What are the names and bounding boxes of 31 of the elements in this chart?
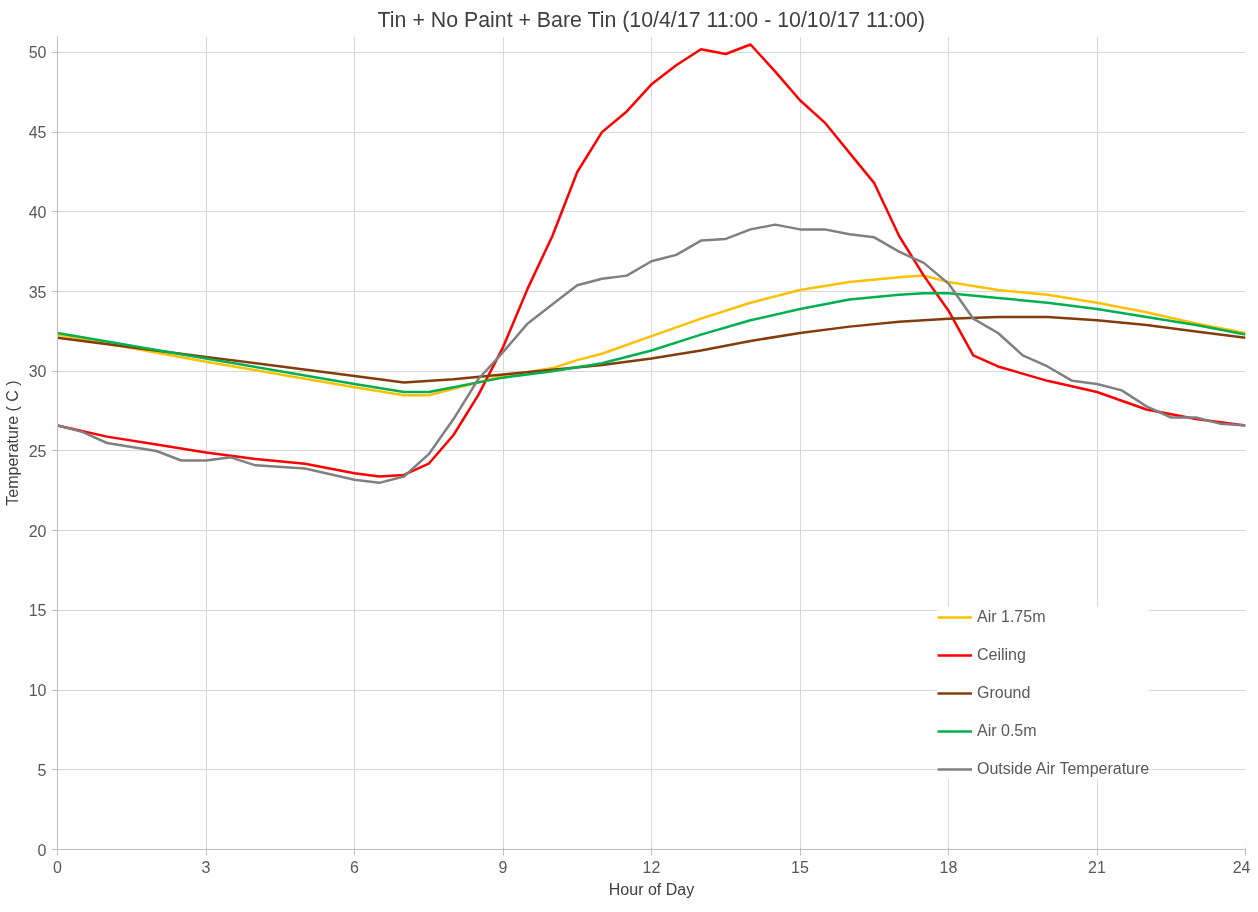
x-tick-label: 3: [201, 858, 211, 876]
x-axis-title: Hour of Day: [608, 880, 695, 898]
y-tick-label: 15: [28, 602, 47, 620]
y-axis-title: Temperature ( C ): [3, 380, 21, 506]
chart-title: Tin + No Paint + Bare Tin (10/4/17 11:00 - 10/10/17 11:00): [377, 7, 926, 32]
y-tick-label: 5: [37, 761, 47, 779]
y-tick-label: 50: [28, 44, 47, 62]
legend-label: Air 1.75m: [977, 608, 1046, 626]
x-tick-label: 9: [498, 858, 508, 876]
y-tick-label: 40: [28, 203, 47, 221]
y-tick-label: 0: [37, 841, 47, 859]
x-tick-label: 18: [939, 858, 958, 876]
line-series: [57, 291, 1246, 394]
x-tick-label: 24: [1232, 858, 1251, 876]
legend-label: Ceiling: [977, 646, 1026, 664]
y-tick-label: 35: [28, 283, 47, 301]
legend-label: Air 0.5m: [977, 722, 1037, 740]
x-tick-label: 15: [791, 858, 809, 876]
y-tick-label: 10: [28, 682, 47, 700]
line-series: [57, 223, 1246, 485]
y-tick-label: 45: [28, 124, 47, 142]
line-series: [57, 315, 1246, 384]
x-tick-label: 12: [642, 858, 661, 876]
x-tick-label: 6: [350, 858, 360, 876]
x-tick-label: 0: [53, 858, 63, 876]
x-tick-label: 21: [1088, 858, 1106, 876]
legend-label: Outside Air Temperature: [977, 760, 1150, 778]
y-tick-label: 25: [28, 442, 47, 460]
legend-label: Ground: [977, 684, 1031, 702]
y-tick-label: 30: [28, 363, 47, 381]
y-tick-label: 20: [28, 522, 47, 540]
